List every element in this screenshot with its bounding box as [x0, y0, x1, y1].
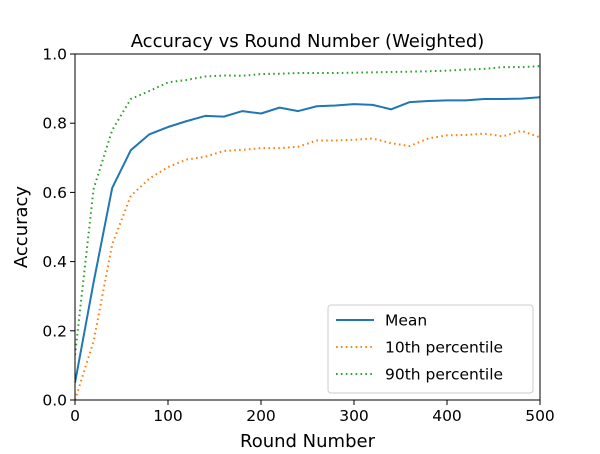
- x-tick-label: 400: [432, 407, 462, 425]
- plot-frame: [74, 53, 541, 401]
- chart-title: Accuracy vs Round Number (Weighted): [131, 31, 485, 52]
- x-tick-label: 100: [153, 407, 183, 425]
- legend-label-mean: Mean: [385, 312, 427, 330]
- y-tick-label: 0.8: [42, 115, 67, 133]
- legend: Mean 10th percentile 90th percentile: [327, 304, 534, 394]
- legend-label-90th-percentile: 90th percentile: [385, 366, 503, 384]
- x-tick-label: 0: [70, 407, 80, 425]
- y-tick-label: 0.2: [42, 322, 67, 340]
- series-line-90th-percentile: [75, 65, 540, 356]
- x-tick-label: 500: [525, 407, 555, 425]
- y-tick-label: 0.6: [42, 184, 67, 202]
- y-tick-label: 1.0: [42, 46, 67, 64]
- series-layer: [75, 65, 540, 400]
- x-tick-label: 200: [246, 407, 276, 425]
- legend-label-10th-percentile: 10th percentile: [385, 339, 503, 357]
- series-line-10th-percentile: [75, 129, 540, 400]
- x-tick-label: 300: [339, 407, 369, 425]
- ticks-layer: 0 100 200 300 400 500 0.0 0.2 0.4 0.6 0.8 1.0: [42, 46, 554, 426]
- legend-box: [327, 304, 534, 394]
- y-tick-label: 0.4: [42, 253, 67, 271]
- y-axis-label: Accuracy: [11, 186, 32, 269]
- x-axis-label: Round Number: [240, 431, 376, 450]
- series-line-mean: [75, 96, 540, 383]
- y-tick-label: 0.0: [42, 392, 67, 410]
